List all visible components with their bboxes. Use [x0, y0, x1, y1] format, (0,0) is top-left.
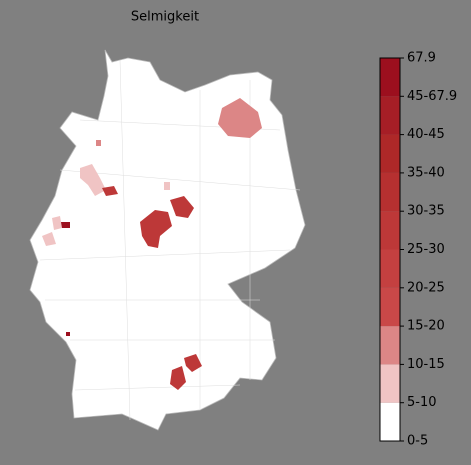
colorbar-label: 35-40 — [407, 165, 445, 180]
colorbar-segment — [380, 326, 400, 365]
region — [66, 332, 70, 336]
colorbar-label: 15-20 — [407, 319, 445, 334]
region — [96, 140, 101, 146]
region — [170, 196, 194, 218]
region — [140, 210, 172, 248]
district-borders — [39, 59, 301, 421]
region — [102, 186, 118, 196]
colorbar-segment — [380, 134, 400, 173]
colorbar-label: 20-25 — [407, 280, 445, 295]
region — [170, 366, 186, 390]
colorbar-label: 45-67.9 — [407, 89, 457, 104]
region — [42, 232, 56, 246]
colorbar-label: 30-35 — [407, 204, 445, 219]
map-title: Selmigkeit — [131, 10, 199, 25]
colorbar: 0-5 5-10 10-15 15-20 20-25 25-30 30-35 35-40 40-… — [379, 51, 457, 449]
region — [184, 354, 202, 372]
colorbar-segment — [380, 402, 400, 441]
colorbar-segment — [380, 249, 400, 288]
region — [164, 182, 170, 190]
colorbar-segment — [380, 287, 400, 327]
colorbar-segment — [380, 211, 400, 250]
region — [60, 222, 70, 228]
colorbar-label: 40-45 — [407, 127, 445, 142]
colorbar-segment — [380, 58, 400, 97]
colorbar-label: 10-15 — [407, 357, 445, 372]
region — [52, 216, 62, 230]
colorbar-label: 5-10 — [407, 395, 437, 410]
region — [218, 98, 262, 138]
region — [80, 164, 106, 196]
country-outline — [29, 49, 306, 431]
colorbar-label: 67.9 — [407, 51, 436, 66]
colorbar-segment — [380, 172, 400, 212]
colorbar-label: 0-5 — [407, 434, 428, 449]
colorbar-segment — [380, 364, 400, 403]
germany-map — [29, 49, 306, 431]
colorbar-segment — [380, 96, 400, 135]
colorbar-label: 25-30 — [407, 242, 445, 257]
